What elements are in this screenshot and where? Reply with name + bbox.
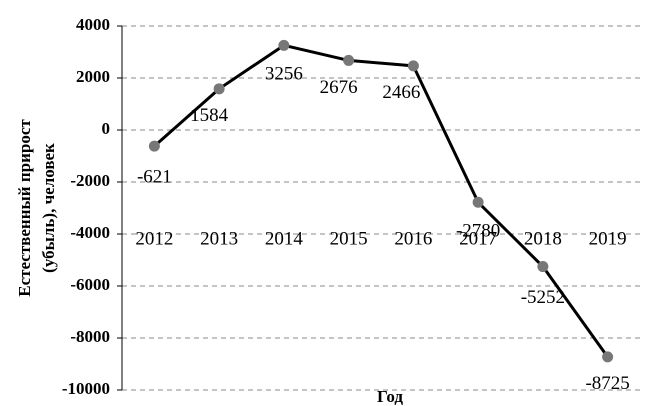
y-tick-label: -8000 [70, 327, 110, 346]
y-tick-label: -4000 [70, 223, 110, 242]
x-tick-label: 2015 [330, 228, 368, 249]
data-label: 2676 [320, 77, 358, 98]
data-label: -8725 [585, 373, 629, 394]
x-tick-label: 2014 [265, 228, 304, 249]
y-tick-label: 2000 [76, 67, 110, 86]
data-label: 2466 [382, 82, 420, 103]
data-label: -2780 [456, 221, 500, 242]
point [343, 54, 355, 66]
y-axis-title: (убыль), человек [39, 143, 58, 273]
line [153, 43, 609, 358]
y-tick-label: -10000 [62, 379, 110, 398]
point [213, 83, 225, 95]
x-tick-label: 2016 [394, 228, 432, 249]
y-axis-title: Естественный прирост [15, 119, 34, 297]
y-tick-label: 4000 [76, 15, 110, 34]
x-tick-label: 2017 [459, 228, 497, 249]
y-tick-label: -6000 [70, 275, 110, 294]
x-axis-title: Год [377, 387, 403, 406]
data-label: -621 [137, 167, 172, 188]
point [407, 60, 419, 72]
point [537, 261, 549, 273]
point [472, 196, 484, 208]
point [278, 39, 290, 51]
point [602, 351, 614, 363]
data-label: 1584 [190, 105, 229, 126]
x-tick-label: 2013 [200, 228, 238, 249]
x-tick-label: 2019 [589, 228, 627, 249]
point [148, 140, 160, 152]
x-tick-label: 2018 [524, 228, 562, 249]
x-tick-label: 2012 [135, 228, 173, 249]
data-label: -5252 [521, 287, 565, 308]
y-tick-label: 0 [102, 119, 111, 138]
y-tick-label: -2000 [70, 171, 110, 190]
data-label: 3256 [265, 64, 303, 85]
